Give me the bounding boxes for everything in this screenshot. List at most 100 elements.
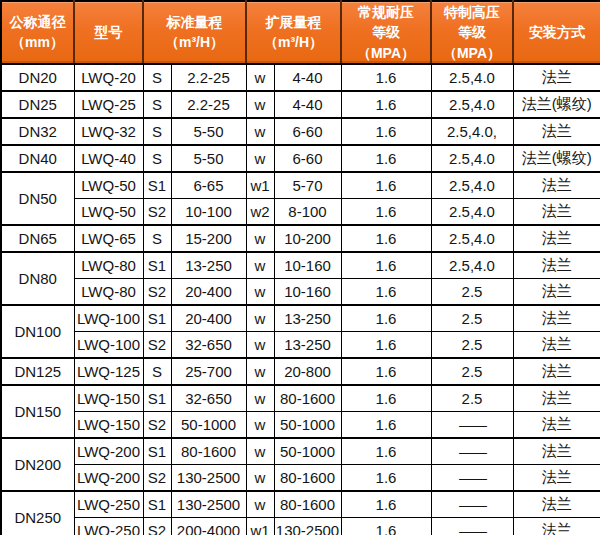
ext-grade-cell: w — [246, 64, 274, 91]
pressure-cell: 1.6 — [341, 331, 431, 358]
pressure-cell: 1.6 — [341, 305, 431, 332]
ext-range-cell: 80-1600 — [274, 464, 341, 491]
dn-cell: DN150 — [1, 385, 74, 438]
install-cell: 法兰 — [513, 491, 600, 518]
ext-range-cell: 80-1600 — [274, 491, 341, 518]
pressure-cell: 1.6 — [341, 358, 431, 385]
table-row: LWQ-250S2200-4000w1130-25001.6——法兰 — [1, 517, 600, 535]
model-cell: LWQ-65 — [74, 225, 143, 252]
ext-grade-cell: w — [246, 145, 274, 172]
std-range-cell: 80-1600 — [171, 438, 246, 465]
ext-range-cell: 50-1000 — [274, 438, 341, 465]
install-cell: 法兰 — [513, 438, 600, 465]
install-cell: 法兰 — [513, 252, 600, 279]
ext-range-cell: 4-40 — [274, 64, 341, 91]
std-range-cell: 130-2500 — [171, 464, 246, 491]
std-range-cell: 10-100 — [171, 198, 246, 225]
header-model: 型号 — [74, 1, 143, 64]
model-cell: LWQ-125 — [74, 358, 143, 385]
dn-cell: DN40 — [1, 145, 74, 172]
table-body: DN20LWQ-20S2.2-25w4-401.62.5,4.0法兰DN25LW… — [1, 64, 600, 535]
pressure-cell: 1.6 — [341, 464, 431, 491]
ext-range-cell: 10-200 — [274, 225, 341, 252]
std-range-cell: 2.2-25 — [171, 91, 246, 118]
pressure-cell: 1.6 — [341, 91, 431, 118]
table-row: DN150LWQ-150S132-650w80-16001.62.5法兰 — [1, 385, 600, 412]
table-row: LWQ-200S2130-2500w80-16001.6——法兰 — [1, 464, 600, 491]
high-pressure-cell: —— — [431, 491, 513, 518]
header-installation: 安装方式 — [513, 1, 600, 64]
table-row: LWQ-50S210-100w28-1001.62.5,4.0法兰 — [1, 198, 600, 225]
std-grade-cell: S — [143, 358, 171, 385]
std-range-cell: 5-50 — [171, 145, 246, 172]
ext-range-cell: 10-160 — [274, 252, 341, 279]
std-grade-cell: S1 — [143, 172, 171, 199]
ext-range-cell: 20-800 — [274, 358, 341, 385]
std-grade-cell: S — [143, 91, 171, 118]
dn-cell: DN32 — [1, 118, 74, 145]
ext-grade-cell: w — [246, 438, 274, 465]
std-grade-cell: S — [143, 118, 171, 145]
ext-grade-cell: w1 — [246, 172, 274, 199]
header-special-high-pressure: 特制高压 等级（MPA） — [431, 1, 513, 64]
model-cell: LWQ-150 — [74, 411, 143, 438]
ext-grade-cell: w1 — [246, 517, 274, 535]
dn-cell: DN50 — [1, 172, 74, 225]
dn-cell: DN65 — [1, 225, 74, 252]
std-range-cell: 13-250 — [171, 252, 246, 279]
std-grade-cell: S1 — [143, 252, 171, 279]
std-range-cell: 32-650 — [171, 385, 246, 412]
ext-range-cell: 13-250 — [274, 331, 341, 358]
header-standard-range: 标准量程 （m³/H） — [143, 1, 246, 64]
std-range-cell: 5-50 — [171, 118, 246, 145]
pressure-cell: 1.6 — [341, 411, 431, 438]
dn-cell: DN250 — [1, 491, 74, 535]
ext-grade-cell: w — [246, 278, 274, 305]
table-row: DN32LWQ-32S5-50w6-601.62.5,4.0,法兰 — [1, 118, 600, 145]
install-cell: 法兰 — [513, 464, 600, 491]
high-pressure-cell: 2.5,4.0, — [431, 118, 513, 145]
model-cell: LWQ-200 — [74, 464, 143, 491]
ext-range-cell: 8-100 — [274, 198, 341, 225]
table-row: DN40LWQ-40S5-50w6-601.62.5,4.0法兰(螺纹) — [1, 145, 600, 172]
ext-grade-cell: w — [246, 411, 274, 438]
ext-grade-cell: w — [246, 305, 274, 332]
install-cell: 法兰 — [513, 305, 600, 332]
pressure-cell: 1.6 — [341, 118, 431, 145]
pressure-cell: 1.6 — [341, 252, 431, 279]
std-range-cell: 25-700 — [171, 358, 246, 385]
std-grade-cell: S2 — [143, 411, 171, 438]
pressure-cell: 1.6 — [341, 517, 431, 535]
model-cell: LWQ-100 — [74, 331, 143, 358]
std-grade-cell: S1 — [143, 491, 171, 518]
std-range-cell: 20-400 — [171, 305, 246, 332]
ext-grade-cell: w — [246, 225, 274, 252]
std-grade-cell: S2 — [143, 198, 171, 225]
ext-grade-cell: w — [246, 385, 274, 412]
model-cell: LWQ-80 — [74, 252, 143, 279]
pressure-cell: 1.6 — [341, 198, 431, 225]
std-grade-cell: S1 — [143, 438, 171, 465]
model-cell: LWQ-32 — [74, 118, 143, 145]
ext-grade-cell: w — [246, 491, 274, 518]
high-pressure-cell: 2.5 — [431, 278, 513, 305]
ext-grade-cell: w — [246, 464, 274, 491]
model-cell: LWQ-100 — [74, 305, 143, 332]
high-pressure-cell: 2.5,4.0 — [431, 64, 513, 91]
high-pressure-cell: 2.5,4.0 — [431, 91, 513, 118]
high-pressure-cell: —— — [431, 464, 513, 491]
ext-range-cell: 10-160 — [274, 278, 341, 305]
std-grade-cell: S — [143, 225, 171, 252]
pressure-cell: 1.6 — [341, 145, 431, 172]
high-pressure-cell: 2.5 — [431, 305, 513, 332]
table-row: DN80LWQ-80S113-250w10-1601.62.5,4.0法兰 — [1, 252, 600, 279]
dn-cell: DN25 — [1, 91, 74, 118]
pressure-cell: 1.6 — [341, 64, 431, 91]
high-pressure-cell: —— — [431, 411, 513, 438]
model-cell: LWQ-250 — [74, 491, 143, 518]
table-row: DN250LWQ-250S1130-2500w80-16001.6——法兰 — [1, 491, 600, 518]
ext-grade-cell: w — [246, 91, 274, 118]
install-cell: 法兰 — [513, 278, 600, 305]
install-cell: 法兰 — [513, 358, 600, 385]
flowmeter-spec-table: 公称通径 （mm） 型号 标准量程 （m³/H） 扩展量程 （m³/H） 常规耐… — [0, 0, 600, 535]
